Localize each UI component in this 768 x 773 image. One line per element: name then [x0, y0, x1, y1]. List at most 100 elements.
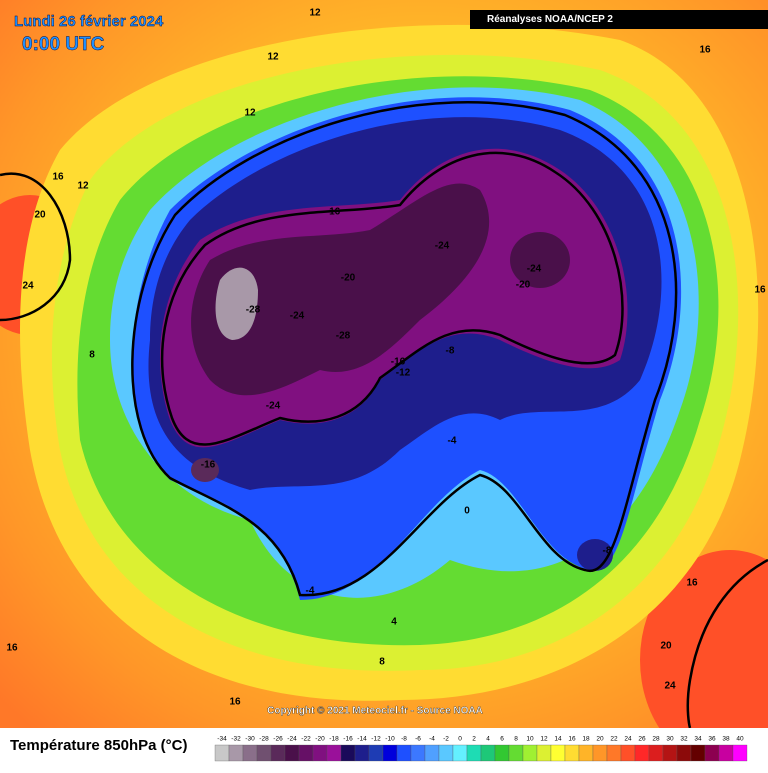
colorbar-tick-label: 34: [694, 736, 702, 743]
contour-label: -16: [391, 357, 406, 368]
colorbar-swatch: [662, 744, 678, 762]
colorbar-tick-label: -2: [443, 736, 449, 743]
colorbar-tick-label: 30: [666, 736, 674, 743]
colorbar-swatch: [228, 744, 244, 762]
contour-line: [160, 151, 624, 446]
contour-label: 20: [34, 210, 46, 221]
contour-label: 24: [664, 681, 676, 692]
date-title: Lundi 26 février 2024: [14, 13, 164, 30]
colorbar-tick-label: -30: [245, 736, 255, 743]
contour-label: -24: [266, 401, 281, 412]
contour-label: -8: [446, 346, 455, 357]
contour-label: 16: [754, 285, 766, 296]
colorbar-tick-label: 28: [652, 736, 660, 743]
contour-label: -20: [341, 273, 356, 284]
colorbar-swatch: [564, 744, 580, 762]
colorbar-tick-label: -22: [301, 736, 311, 743]
colorbar-swatch: [340, 744, 356, 762]
colorbar-tick-label: -8: [401, 736, 407, 743]
colorbar-swatch: [550, 744, 566, 762]
copyright: Copyright © 2021 Meteociel.fr - Source N…: [267, 706, 483, 717]
contour-line: [0, 172, 72, 322]
contour-label: -28: [336, 331, 351, 342]
colorbar-swatch: [298, 744, 314, 762]
source-box: [470, 10, 768, 29]
colorbar-swatch: [270, 744, 286, 762]
colorbar-tick-label: 20: [596, 736, 604, 743]
contour-label: 20: [660, 641, 672, 652]
contour-label: -4: [306, 586, 315, 597]
colorbar-tick-label: 38: [722, 736, 730, 743]
contour-label: 4: [391, 617, 397, 628]
source-text: Réanalyses NOAA/NCEP 2: [487, 14, 613, 25]
contour-label: 12: [244, 108, 256, 119]
contour-label: 12: [309, 8, 321, 19]
colorbar-swatch: [592, 744, 608, 762]
contour-label: -24: [290, 311, 305, 322]
colorbar-tick-label: 36: [708, 736, 716, 743]
colorbar-tick-label: -16: [343, 736, 353, 743]
colorbar-tick-label: -12: [371, 736, 381, 743]
colorbar-swatch: [578, 744, 594, 762]
colorbar-swatch: [466, 744, 482, 762]
contour-label: -16: [201, 460, 216, 471]
colorbar-tick-label: -26: [273, 736, 283, 743]
contour-label: -4: [448, 436, 457, 447]
contour-label: 12: [77, 181, 89, 192]
colorbar-swatch: [438, 744, 454, 762]
temp-band: [191, 458, 219, 482]
colorbar-tick-label: 12: [540, 736, 548, 743]
contour-label: -8: [603, 546, 612, 557]
colorbar-swatch: [410, 744, 426, 762]
colorbar-tick-label: 32: [680, 736, 688, 743]
contour-line: [131, 101, 678, 597]
colorbar-swatch: [354, 744, 370, 762]
colorbar-swatch: [718, 744, 734, 762]
temp-band: [215, 267, 258, 340]
contour-label: -12: [396, 368, 411, 379]
temp-band: [510, 232, 570, 288]
colorbar-swatch: [536, 744, 552, 762]
temp-band: [191, 183, 490, 396]
colorbar-swatch: [732, 744, 748, 762]
contour-label: 16: [6, 643, 18, 654]
colorbar-tick-label: 18: [582, 736, 590, 743]
colorbar-tick-label: 26: [638, 736, 646, 743]
colorbar-tick-label: -6: [415, 736, 421, 743]
colorbar-tick-label: -32: [231, 736, 241, 743]
time-title: 0:00 UTC: [22, 34, 105, 55]
contour-label: 16: [52, 172, 64, 183]
colorbar-swatch: [452, 744, 468, 762]
colorbar-swatch: [382, 744, 398, 762]
colorbar-tick-label: 0: [458, 736, 462, 743]
colorbar-swatch: [480, 744, 496, 762]
colorbar-tick-label: -10: [385, 736, 395, 743]
colorbar-tick-label: 4: [486, 736, 490, 743]
colorbar-swatch: [690, 744, 706, 762]
contour-line: [686, 558, 768, 729]
colorbar-swatch: [242, 744, 258, 762]
colorbar-tick-label: -4: [429, 736, 435, 743]
contour-label: -24: [527, 264, 542, 275]
colorbar-tick-label: 22: [610, 736, 618, 743]
colorbar-tick-label: 6: [500, 736, 504, 743]
legend-title: Température 850hPa (°C): [10, 737, 187, 754]
colorbar-swatch: [648, 744, 664, 762]
colorbar-swatch: [396, 744, 412, 762]
colorbar-tick-label: 2: [472, 736, 476, 743]
colorbar-swatch: [522, 744, 538, 762]
colorbar: -34 -32 -30 -28 -26 -24 -22 -20 -18 -16 -14 -12 -10-…: [214, 736, 748, 762]
colorbar-tick-label: -18: [329, 736, 339, 743]
colorbar-swatch: [606, 744, 622, 762]
contour-label: 12: [267, 52, 279, 63]
colorbar-swatch: [326, 744, 342, 762]
colorbar-tick-label: 16: [568, 736, 576, 743]
contour-label: -16: [326, 207, 341, 218]
colorbar-swatch: [284, 744, 300, 762]
contour-label: 8: [379, 657, 385, 668]
contour-label: 0: [464, 506, 470, 517]
warm-zone: [640, 550, 768, 770]
colorbar-swatch: [368, 744, 384, 762]
